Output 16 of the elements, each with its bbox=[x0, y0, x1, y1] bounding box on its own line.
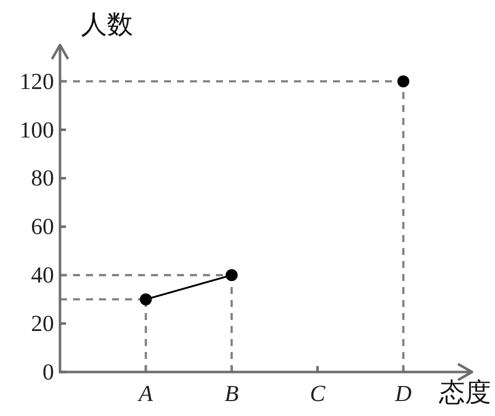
y-tick-label: 20 bbox=[31, 311, 54, 336]
y-tick-label: 0 bbox=[42, 360, 54, 384]
y-tick-label: 60 bbox=[31, 214, 54, 240]
y-tick-label: 100 bbox=[20, 117, 54, 142]
x-tick-label: A bbox=[136, 381, 154, 406]
point bbox=[226, 269, 238, 282]
point bbox=[397, 75, 410, 88]
x-tick-label: B bbox=[224, 381, 239, 406]
x-tick-label: C bbox=[310, 381, 326, 406]
y-tick-label: 120 bbox=[20, 68, 54, 94]
x-tick-label: D bbox=[394, 381, 412, 406]
point bbox=[140, 293, 152, 306]
y-tick-label: 40 bbox=[31, 262, 54, 288]
x-axis-title: 态度 bbox=[438, 378, 491, 407]
y-axis-title: 人数 bbox=[81, 10, 133, 39]
y-tick-label: 80 bbox=[31, 166, 54, 191]
